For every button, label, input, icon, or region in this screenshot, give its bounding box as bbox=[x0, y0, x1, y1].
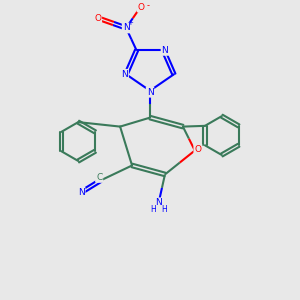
Text: H: H bbox=[161, 205, 167, 214]
Text: +: + bbox=[128, 20, 134, 26]
Text: O: O bbox=[94, 14, 101, 23]
Text: -: - bbox=[147, 1, 150, 10]
Text: N: N bbox=[147, 88, 153, 97]
Text: N: N bbox=[162, 46, 168, 55]
Text: O: O bbox=[137, 2, 145, 11]
Text: N: N bbox=[121, 70, 128, 79]
Text: N: N bbox=[156, 198, 162, 207]
Text: N: N bbox=[123, 23, 130, 32]
Text: O: O bbox=[194, 145, 201, 154]
Text: C: C bbox=[96, 173, 102, 182]
Text: N: N bbox=[78, 188, 85, 197]
Text: H: H bbox=[151, 205, 157, 214]
